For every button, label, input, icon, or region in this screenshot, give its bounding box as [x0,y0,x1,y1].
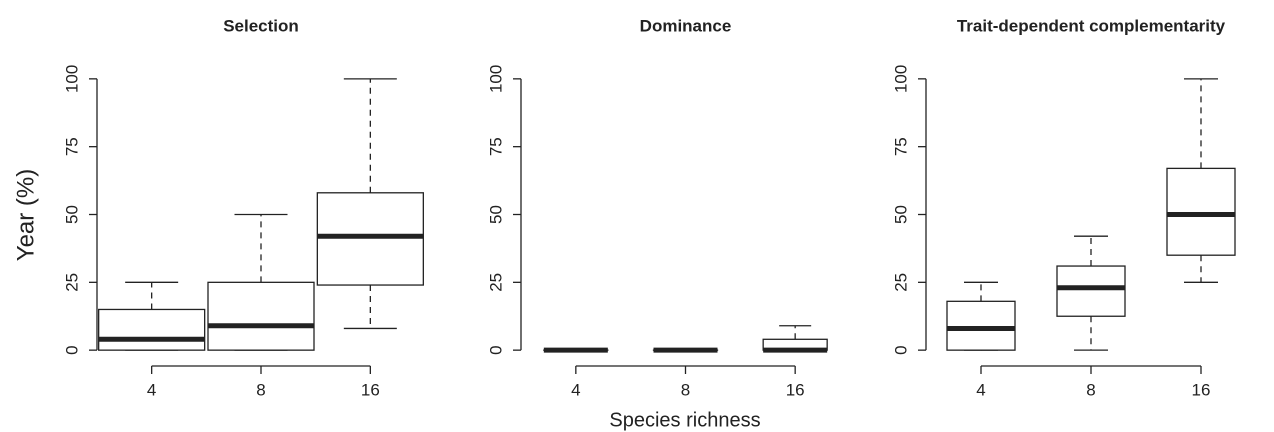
y-tick-label: 0 [62,345,81,354]
panel-title: Selection [223,16,299,35]
y-tick-label: 25 [891,273,910,292]
panel-title: Dominance [640,16,732,35]
box [1056,265,1126,317]
y-tick-label: 100 [486,65,505,93]
y-tick-label: 75 [62,137,81,156]
y-tick-label: 25 [62,273,81,292]
x-tick-label: 16 [1192,380,1211,399]
y-tick-label: 75 [486,137,505,156]
x-tick-label: 4 [147,380,156,399]
box [98,308,206,351]
box [1166,167,1236,256]
x-tick-label: 4 [976,380,985,399]
y-tick-label: 100 [891,65,910,93]
y-tick-label: 75 [891,137,910,156]
x-axis-label: Species richness [609,409,760,431]
y-tick-label: 50 [62,205,81,224]
y-tick-label: 25 [486,273,505,292]
x-tick-label: 8 [1086,380,1095,399]
y-tick-label: 100 [62,65,81,93]
x-tick-label: 16 [786,380,805,399]
box [207,281,315,351]
box [316,192,424,286]
y-tick-label: 50 [891,205,910,224]
y-tick-label: 50 [486,205,505,224]
y-axis-label: Year (%) [12,169,39,261]
x-tick-label: 16 [361,380,380,399]
x-tick-label: 8 [256,380,265,399]
panel-title: Trait-dependent complementarity [957,16,1226,35]
x-tick-label: 8 [681,380,690,399]
box [946,300,1016,351]
x-tick-label: 4 [571,380,580,399]
y-tick-label: 0 [486,345,505,354]
y-tick-label: 0 [891,345,910,354]
